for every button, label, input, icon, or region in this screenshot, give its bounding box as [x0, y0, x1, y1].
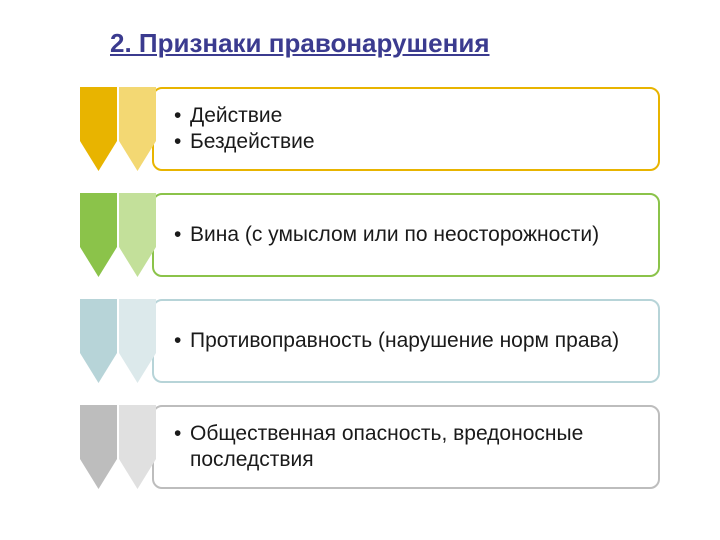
chevron-right — [119, 87, 156, 171]
bullet-list: Вина (с умыслом или по неосторожности) — [174, 222, 638, 248]
bullet-item: Противоправность (нарушение норм права) — [174, 328, 638, 354]
slide: 2. Признаки правонарушения Действие Безд… — [0, 0, 720, 540]
content-box: Вина (с умыслом или по неосторожности) — [152, 193, 660, 277]
chevron-left — [80, 299, 117, 383]
bullet-list: Общественная опасность, вредоносные посл… — [174, 421, 638, 474]
chevron-right — [119, 299, 156, 383]
rows-container: Действие Бездействие Вина (с умыслом или… — [60, 87, 660, 489]
content-box: Действие Бездействие — [152, 87, 660, 171]
row-3: Противоправность (нарушение норм права) — [80, 299, 660, 383]
row-4: Общественная опасность, вредоносные посл… — [80, 405, 660, 489]
chevron-right — [119, 193, 156, 277]
chevron-left — [80, 405, 117, 489]
chevron-icon — [80, 299, 158, 383]
bullet-item: Бездействие — [174, 129, 638, 155]
chevron-right — [119, 405, 156, 489]
bullet-list: Противоправность (нарушение норм права) — [174, 328, 638, 354]
content-box: Противоправность (нарушение норм права) — [152, 299, 660, 383]
chevron-left — [80, 87, 117, 171]
bullet-list: Действие Бездействие — [174, 103, 638, 156]
content-box: Общественная опасность, вредоносные посл… — [152, 405, 660, 489]
bullet-item: Общественная опасность, вредоносные посл… — [174, 421, 638, 474]
chevron-icon — [80, 87, 158, 171]
row-2: Вина (с умыслом или по неосторожности) — [80, 193, 660, 277]
chevron-icon — [80, 405, 158, 489]
row-1: Действие Бездействие — [80, 87, 660, 171]
chevron-icon — [80, 193, 158, 277]
chevron-left — [80, 193, 117, 277]
bullet-item: Действие — [174, 103, 638, 129]
bullet-item: Вина (с умыслом или по неосторожности) — [174, 222, 638, 248]
slide-title: 2. Признаки правонарушения — [60, 28, 660, 59]
